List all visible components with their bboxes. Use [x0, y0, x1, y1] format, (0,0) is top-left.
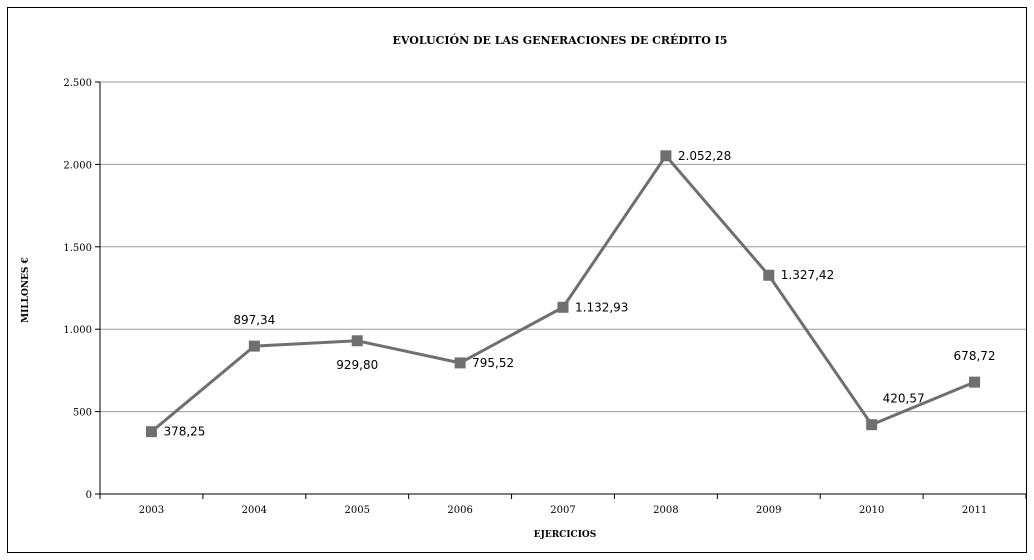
x-tick-label: 2006 — [447, 505, 472, 516]
data-labels: 378,25 897,34 929,80 795,52 1.132,93 2.052,28… — [163, 149, 995, 439]
data-label: 678,72 — [954, 349, 996, 363]
data-point-marker — [763, 269, 775, 281]
x-tick-label: 2007 — [550, 505, 575, 516]
data-point-marker — [660, 150, 672, 162]
axes — [99, 82, 1026, 495]
series-line — [150, 153, 976, 433]
x-tick-label: 2008 — [653, 505, 678, 516]
y-tick-label: 2.500 — [63, 78, 92, 89]
x-tick-label: 2009 — [756, 505, 781, 516]
data-point-marker — [248, 340, 260, 352]
data-point-marker — [969, 376, 981, 388]
x-axis-title: EJERCICIOS — [534, 530, 597, 540]
data-label: 897,34 — [233, 313, 275, 327]
data-label: 1.327,42 — [781, 268, 834, 282]
data-label: 1.132,93 — [575, 300, 628, 314]
data-label: 929,80 — [336, 358, 378, 372]
y-axis-title: MILLONES € — [21, 257, 31, 323]
data-point-marker — [351, 335, 363, 347]
y-tick-label: 1.000 — [63, 325, 92, 336]
gridlines — [100, 81, 1026, 413]
chart-title: EVOLUCIÓN DE LAS GENERACIONES DE CRÉDITO… — [393, 33, 728, 47]
data-point-marker — [454, 357, 466, 369]
series-markers — [145, 150, 981, 438]
x-tick-label: 2005 — [344, 505, 369, 516]
data-label: 2.052,28 — [678, 149, 731, 163]
x-tick-label: 2010 — [859, 505, 884, 516]
y-tick-label: 1.500 — [63, 243, 92, 254]
x-tick-label: 2004 — [242, 505, 267, 516]
data-point-marker — [866, 419, 878, 431]
series-line-path — [150, 153, 976, 433]
x-tick-label: 2003 — [139, 505, 164, 516]
data-point-marker — [145, 426, 157, 438]
data-label: 378,25 — [163, 425, 205, 439]
chart-frame — [7, 7, 1027, 553]
data-label: 795,52 — [472, 356, 514, 370]
data-point-marker — [557, 301, 569, 313]
x-axis-ticks: 2003 2004 2005 2006 2007 2008 2009 2010 2011 — [99, 494, 1027, 516]
y-tick-label: 0 — [86, 490, 92, 501]
y-tick-label: 500 — [73, 408, 92, 419]
y-tick-label: 2.000 — [63, 160, 92, 171]
data-label: 420,57 — [883, 392, 925, 406]
y-axis-ticks: 0 500 1.000 1.500 2.000 2.500 — [63, 78, 100, 501]
x-tick-label: 2011 — [962, 505, 987, 516]
